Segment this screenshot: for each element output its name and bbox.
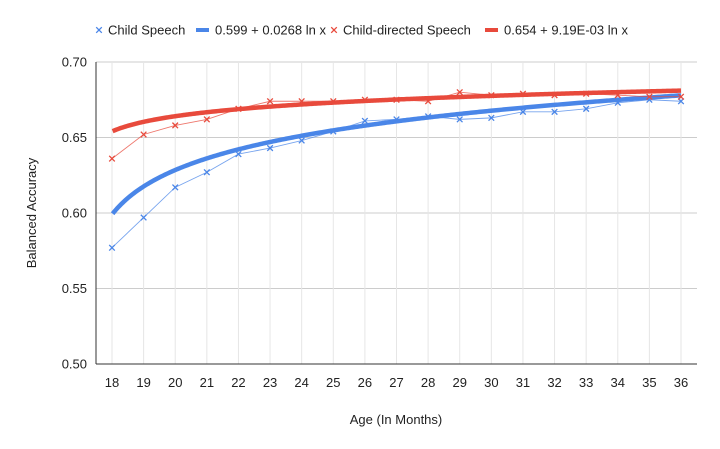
axes: Age (In Months) Balanced Accuracy 0.50 0.… <box>24 55 688 428</box>
data-point <box>140 214 147 221</box>
x-tick-label: 36 <box>674 375 688 390</box>
data-point <box>424 113 432 120</box>
y-tick-label: 0.60 <box>62 206 87 221</box>
data-point <box>393 116 400 123</box>
data-point <box>361 117 369 125</box>
data-point <box>108 155 116 162</box>
data-point <box>266 98 274 105</box>
data-point <box>582 90 590 97</box>
data-point <box>203 168 211 176</box>
legend-label: Child Speech <box>108 23 185 38</box>
y-axis-title: Balanced Accuracy <box>24 157 39 268</box>
legend-label: 0.654 + 9.19E-03 ln x <box>504 23 628 38</box>
data-point <box>108 244 116 251</box>
x-axis-title: Age (In Months) <box>350 412 443 427</box>
y-tick-label: 0.50 <box>62 357 87 372</box>
y-tick-label: 0.55 <box>62 281 87 296</box>
x-tick-label: 34 <box>611 375 625 390</box>
y-tick-label: 0.65 <box>62 130 87 145</box>
grid <box>95 61 697 365</box>
data-point <box>393 96 400 104</box>
data-point <box>298 137 305 144</box>
data-point <box>235 150 242 158</box>
legend-marker <box>95 26 103 34</box>
x-tick-label: 32 <box>547 375 561 390</box>
data-point <box>614 99 622 107</box>
x-tick-label: 28 <box>421 375 435 390</box>
data-point <box>203 116 211 123</box>
data-point <box>551 108 558 116</box>
legend: Child Speech 0.599 + 0.0268 ln x Child-dir… <box>95 23 628 38</box>
data-point <box>488 114 495 122</box>
series-layer <box>108 88 685 251</box>
x-tick-label: 27 <box>389 375 403 390</box>
legend-label: Child-directed Speech <box>343 23 471 38</box>
data-point <box>330 128 337 135</box>
x-tick-label: 24 <box>294 375 308 390</box>
x-tick-label: 35 <box>642 375 656 390</box>
data-point <box>614 91 622 99</box>
x-tick-label: 20 <box>168 375 182 390</box>
data-point <box>140 131 147 138</box>
x-tick-label: 31 <box>516 375 530 390</box>
data-point <box>361 96 369 104</box>
data-point <box>298 98 305 105</box>
data-point <box>646 93 653 100</box>
data-point <box>171 122 179 129</box>
data-point <box>456 88 463 96</box>
data-point <box>171 184 179 191</box>
data-point <box>456 116 463 123</box>
data-point <box>677 93 685 100</box>
data-point <box>330 98 337 105</box>
x-tick-label: 30 <box>484 375 498 390</box>
x-tick-label: 23 <box>263 375 277 390</box>
data-point <box>551 91 558 99</box>
legend-marker <box>330 26 338 34</box>
data-point <box>235 105 242 113</box>
data-point <box>488 91 495 99</box>
x-tick-label: 21 <box>200 375 214 390</box>
x-tick-label: 18 <box>105 375 119 390</box>
data-point <box>582 105 590 113</box>
x-tick-label: 26 <box>358 375 372 390</box>
data-point <box>266 144 274 152</box>
data-point <box>519 90 527 97</box>
y-tick-label: 0.70 <box>62 55 87 70</box>
x-tick-label: 22 <box>231 375 245 390</box>
trendline-1 <box>110 93 682 216</box>
x-tick-label: 19 <box>136 375 150 390</box>
legend-label: 0.599 + 0.0268 ln x <box>215 23 326 38</box>
x-tick-label: 25 <box>326 375 340 390</box>
data-point <box>424 98 432 105</box>
data-point <box>519 108 527 116</box>
x-tick-label: 29 <box>452 375 466 390</box>
x-tick-label: 33 <box>579 375 593 390</box>
